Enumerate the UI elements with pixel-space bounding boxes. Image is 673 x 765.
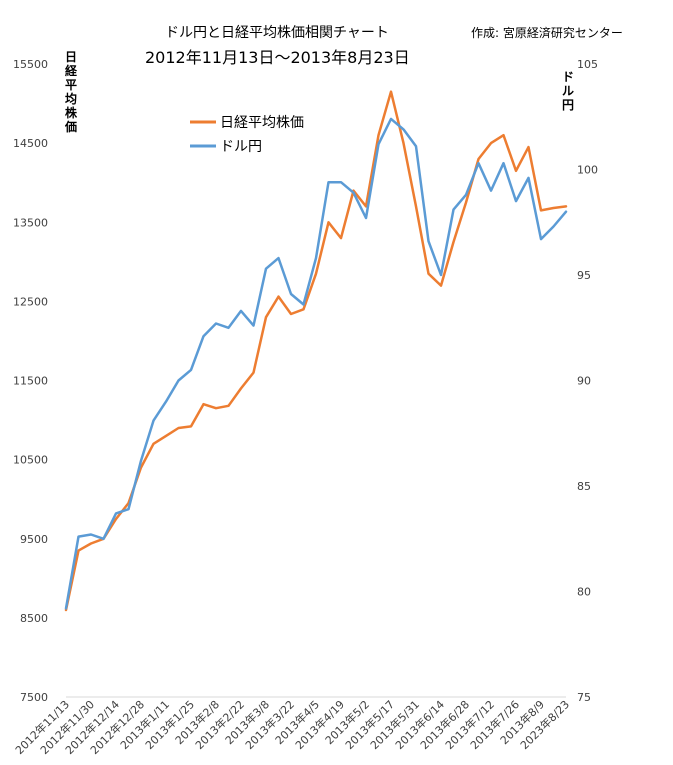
left-axis-label: 日経平均株価 <box>64 50 77 134</box>
credit-text: 作成: 宮原経済研究センター <box>471 26 623 40</box>
left-tick-label: 11500 <box>13 375 48 388</box>
chart-title-line1: ドル円と日経平均株価相関チャート <box>165 25 389 41</box>
left-tick-label: 15500 <box>13 58 48 71</box>
right-tick-label: 75 <box>577 691 591 704</box>
legend-label: ドル円 <box>220 139 262 155</box>
left-tick-label: 14500 <box>13 137 48 150</box>
nikkei-series-line <box>64 90 568 612</box>
left-tick-label: 13500 <box>13 216 48 229</box>
left-tick-label: 8500 <box>20 612 48 625</box>
right-axis-label: ドル円 <box>561 70 574 112</box>
legend-label: 日経平均株価 <box>220 115 304 131</box>
right-tick-label: 80 <box>577 586 591 599</box>
right-tick-label: 100 <box>577 164 598 177</box>
left-tick-label: 10500 <box>13 454 48 467</box>
right-tick-label: 85 <box>577 480 591 493</box>
left-tick-label: 9500 <box>20 533 48 546</box>
left-tick-label: 12500 <box>13 295 48 308</box>
left-tick-label: 7500 <box>20 691 48 704</box>
right-tick-label: 95 <box>577 269 591 282</box>
chart-title-line2: 2012年11月13日〜2013年8月23日 <box>145 48 410 67</box>
usdjpy-series-line <box>64 117 568 610</box>
right-tick-label: 105 <box>577 58 598 71</box>
right-tick-label: 90 <box>577 375 591 388</box>
